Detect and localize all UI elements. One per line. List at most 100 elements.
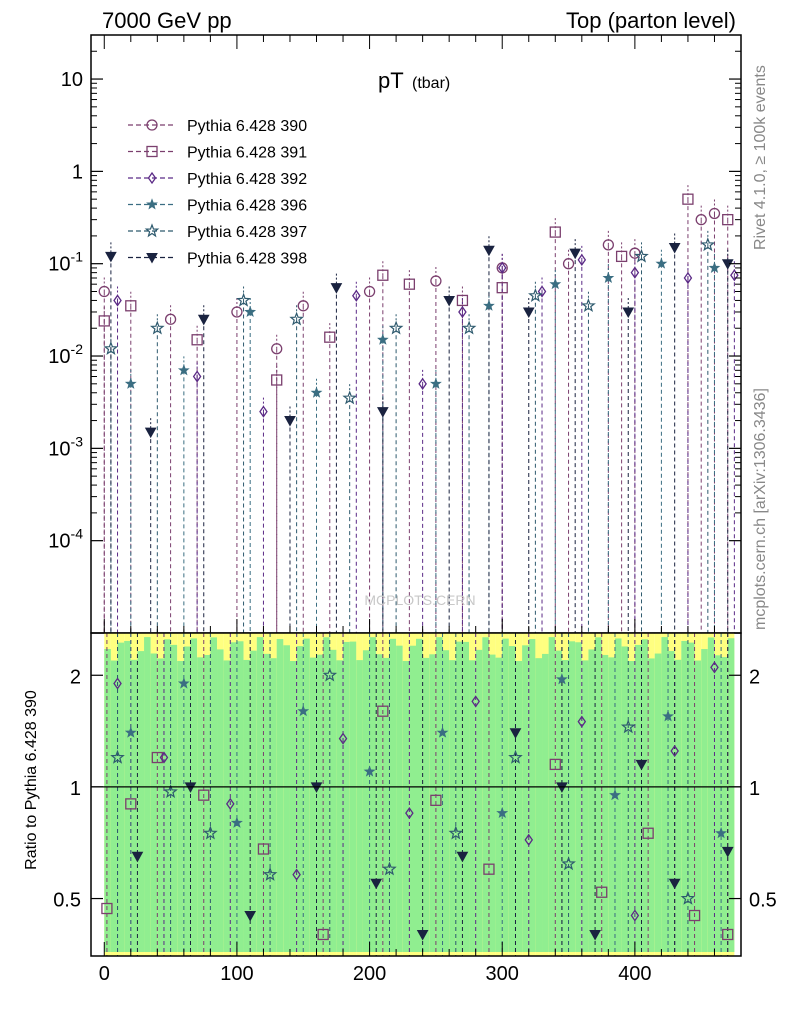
main-data-point	[537, 285, 547, 298]
band-inner	[648, 658, 655, 952]
xtick-label: 0	[99, 963, 110, 985]
main-data-point	[144, 427, 157, 439]
ratio-data-point	[430, 794, 442, 806]
band-inner	[130, 659, 138, 952]
band-inner	[475, 649, 483, 952]
band-inner	[157, 658, 164, 952]
band-inner	[528, 639, 536, 952]
band-inner	[429, 654, 436, 952]
ratio-data-point	[436, 726, 449, 738]
main-data-point	[271, 374, 283, 386]
main-data-point	[581, 298, 596, 313]
band-inner	[376, 654, 383, 952]
band-inner	[343, 641, 350, 952]
band-inner	[117, 642, 125, 952]
ratio-data-point	[297, 705, 310, 717]
ratio-y-axis-label: Ratio to Pythia 6.428 390	[23, 690, 40, 870]
ratio-y-axis: 2 2 1 1 0.5 0.5	[53, 666, 777, 911]
main-data-point	[577, 253, 587, 267]
band-inner	[110, 660, 118, 952]
ratio-data-point	[405, 806, 414, 820]
main-data-point	[377, 269, 389, 281]
main-data-point	[289, 311, 304, 326]
band-inner	[389, 638, 397, 952]
band-inner	[270, 658, 277, 952]
band-inner	[508, 646, 516, 952]
main-ytick-label: 10-2	[48, 341, 83, 368]
legend-marker	[146, 145, 158, 158]
main-data-point	[376, 407, 389, 418]
main-data-point	[695, 213, 707, 226]
ratio-data-point	[555, 673, 568, 685]
band-inner	[522, 645, 529, 952]
main-ytick-label: 10	[61, 69, 83, 91]
main-data-point	[549, 277, 562, 290]
ratio-data-point	[642, 827, 654, 839]
legend-entry: Pythia 6.428 397	[187, 224, 307, 241]
band-inner	[634, 644, 642, 952]
ratio-data-point	[124, 726, 137, 738]
band-inner	[462, 641, 470, 952]
legend-entry: Pythia 6.428 396	[187, 198, 307, 215]
band-inner	[309, 657, 317, 952]
ratio-data-point	[163, 784, 178, 799]
main-data-point	[602, 239, 614, 251]
ratio-data-point	[721, 846, 734, 858]
band-inner	[727, 638, 735, 952]
ratio-data-point	[509, 728, 522, 739]
ratio-data-point	[363, 765, 376, 777]
legend-marker	[146, 119, 158, 131]
band-inner	[469, 660, 476, 952]
band-inner	[654, 653, 662, 952]
ratio-data-point	[198, 789, 210, 801]
ratio-data-point	[577, 715, 587, 728]
legend-entry: Pythia 6.428 398	[187, 251, 307, 268]
main-data-point	[297, 300, 309, 312]
band-inner	[721, 657, 728, 952]
ratio-data-point	[589, 929, 601, 941]
main-data-point	[682, 193, 694, 205]
band-inner	[502, 638, 509, 952]
band-inner	[416, 638, 423, 952]
main-ytick-label: 10-4	[48, 526, 83, 553]
band-inner	[402, 661, 410, 952]
main-series-markers	[98, 193, 739, 439]
band-inner	[701, 649, 708, 952]
ratio-ytick-label-left: 0.5	[53, 890, 81, 912]
ratio-data-point	[635, 759, 648, 771]
band-inner	[250, 650, 257, 952]
ratio-data-point	[322, 667, 338, 682]
band-inner	[548, 637, 556, 952]
legend-marker	[146, 198, 158, 210]
band-inner	[236, 641, 244, 952]
band-inner	[455, 641, 463, 952]
ratio-data-point	[131, 851, 144, 863]
band-inner	[183, 646, 191, 952]
main-data-point	[192, 370, 202, 383]
ratio-data-point	[257, 843, 270, 855]
band-inner	[542, 653, 549, 952]
main-data-point	[363, 285, 376, 298]
main-data-point	[668, 242, 681, 254]
ratio-data-point	[508, 749, 523, 764]
band-inner	[668, 651, 675, 952]
ratio-data-point	[262, 866, 278, 881]
band-inner	[336, 660, 344, 952]
ratio-data-point	[159, 751, 169, 764]
band-inner	[588, 649, 596, 952]
ratio-data-point	[338, 732, 348, 745]
band-inner	[276, 639, 284, 952]
band-inner	[488, 654, 496, 952]
band-inner	[396, 645, 403, 952]
main-data-point	[330, 283, 343, 294]
band-inner	[303, 638, 310, 952]
main-data-point	[569, 248, 582, 260]
main-data-point	[236, 292, 251, 307]
main-data-point	[259, 405, 268, 418]
band-inner	[515, 660, 523, 952]
band-inner	[170, 644, 178, 952]
xtick-label: 300	[486, 963, 519, 985]
ratio-data-point	[113, 677, 122, 690]
ratio-plot-frame	[90, 632, 742, 957]
